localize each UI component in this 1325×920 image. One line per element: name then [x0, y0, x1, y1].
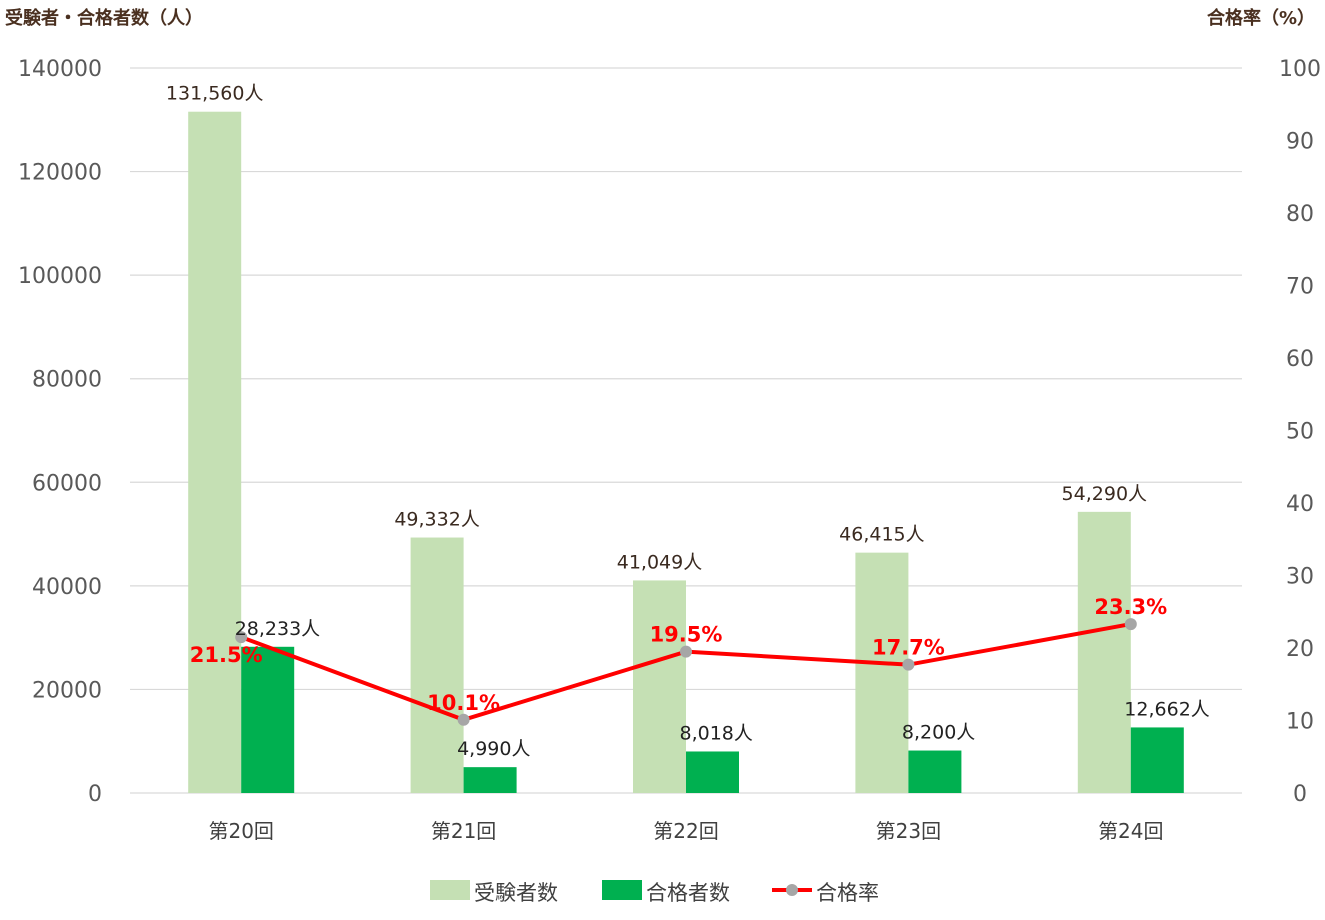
left-tick-label: 40000	[32, 575, 102, 600]
left-tick-label: 60000	[32, 471, 102, 496]
rate-marker	[902, 658, 915, 671]
category-label: 第20回	[208, 819, 273, 843]
applicants-data-label: 41,049人	[617, 551, 702, 573]
right-tick-label: 50	[1286, 420, 1314, 445]
legend-label-applicants: 受験者数	[474, 881, 558, 905]
rate-data-label: 21.5%	[190, 643, 263, 667]
bar-applicants	[410, 537, 464, 793]
rate-data-label: 19.5%	[650, 623, 723, 647]
right-tick-label: 90	[1286, 130, 1314, 155]
left-tick-label: 100000	[18, 264, 102, 289]
legend-label-passers: 合格者数	[646, 881, 730, 905]
passers-data-label: 4,990人	[457, 738, 530, 760]
right-tick-label: 30	[1286, 565, 1314, 590]
passers-data-label: 12,662人	[1124, 698, 1209, 720]
bar-applicants	[1077, 511, 1131, 793]
right-tick-label: 0	[1293, 782, 1307, 807]
applicants-data-label: 131,560人	[166, 83, 264, 105]
bar-applicants	[633, 580, 686, 793]
category-label: 第21回	[431, 819, 496, 843]
right-axis-title: 合格率（%）	[1207, 7, 1315, 29]
right-tick-label: 100	[1279, 57, 1321, 82]
applicants-data-label: 49,332人	[394, 509, 479, 531]
bar-applicants	[855, 552, 909, 793]
legend-swatch-applicants	[430, 880, 470, 900]
left-axis-title: 受験者・合格者数（人）	[5, 7, 203, 29]
data-labels: 131,560人 28,233人 49,332人 4,990人 41,049人 8,018…	[166, 83, 1210, 760]
right-tick-label: 20	[1286, 637, 1314, 662]
left-tick-label: 140000	[18, 57, 102, 82]
rate-marker	[457, 713, 470, 726]
passers-data-label: 28,233人	[235, 618, 320, 640]
category-label: 第24回	[1098, 819, 1163, 843]
right-tick-label: 10	[1286, 710, 1314, 735]
applicants-data-label: 54,290人	[1062, 483, 1147, 505]
rate-data-label: 17.7%	[872, 636, 945, 660]
right-tick-label: 60	[1286, 347, 1314, 372]
bar-passers	[463, 767, 517, 793]
passers-data-label: 8,018人	[680, 722, 753, 744]
bar-passers	[908, 750, 962, 793]
left-tick-label: 80000	[32, 368, 102, 393]
category-labels: 第20回 第21回 第22回 第23回 第24回	[208, 819, 1163, 843]
left-tick-label: 120000	[18, 161, 102, 186]
rate-data-label: 23.3%	[1094, 595, 1167, 619]
category-label: 第22回	[653, 819, 718, 843]
applicants-data-label: 46,415人	[839, 524, 924, 546]
legend-label-rate: 合格率	[816, 881, 879, 905]
rate-marker	[235, 631, 248, 644]
rate-marker	[680, 645, 692, 658]
bar-applicants	[188, 111, 242, 793]
category-label: 第23回	[876, 819, 941, 843]
bar-passers	[241, 646, 295, 793]
legend-swatch-rate-marker	[786, 884, 798, 896]
bar-passers	[686, 751, 739, 793]
right-tick-label: 80	[1286, 202, 1314, 227]
left-axis-ticks: 0 20000 40000 60000 80000 100000 120000 140000	[18, 57, 102, 807]
legend-swatch-passers	[602, 880, 642, 900]
passers-data-label: 8,200人	[902, 722, 975, 744]
left-tick-label: 20000	[32, 678, 102, 703]
legend: 受験者数 合格者数 合格率	[430, 880, 879, 905]
rate-marker	[1124, 618, 1137, 631]
rate-data-label: 10.1%	[427, 691, 500, 715]
bar-series	[188, 111, 1184, 793]
left-tick-label: 0	[88, 782, 102, 807]
right-axis-ticks: 0 10 20 30 40 50 60 70 80 90 100	[1279, 57, 1321, 807]
right-tick-label: 70	[1286, 275, 1314, 300]
bar-passers	[1130, 727, 1184, 793]
rate-line-series	[235, 618, 1137, 726]
right-tick-label: 40	[1286, 492, 1314, 517]
